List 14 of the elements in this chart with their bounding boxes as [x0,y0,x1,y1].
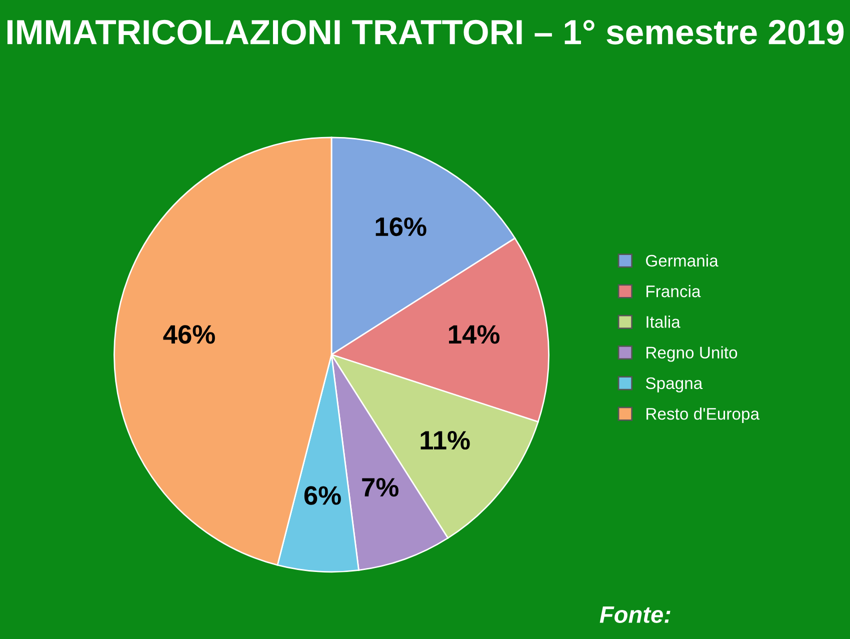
data-label: 6% [304,486,341,505]
data-label: 16% [376,217,426,236]
data-label: 14% [449,325,500,344]
data-label: 46% [163,325,215,344]
chart-title: IMMATRICOLAZIONI TRATTORI – 1° semestre 2019 [7,20,844,44]
data-label: 11% [420,430,470,450]
legend-label: Regno Unito [646,346,738,362]
legend-label: Francia [646,285,701,298]
data-label: 7% [362,478,398,497]
legend-label: Spagna [646,377,703,392]
legend-label: Italia [646,316,680,328]
legend-label: Resto d'Europa [646,408,760,424]
source-note: Fonte: [600,606,670,623]
legend-label: Germania [646,254,718,267]
